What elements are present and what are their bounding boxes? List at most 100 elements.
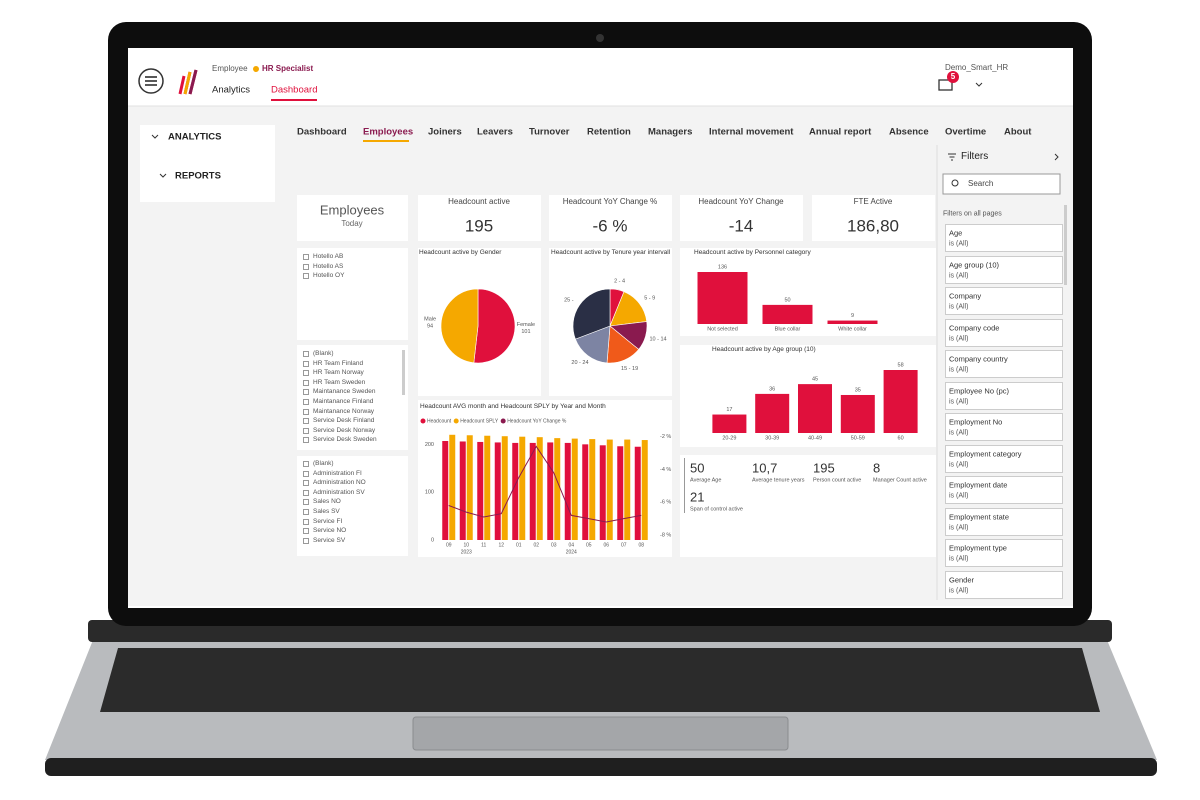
x-tick-label: Blue collar — [775, 326, 801, 332]
y2-tick-label: -6 % — [660, 500, 671, 506]
checkbox — [303, 370, 309, 377]
slicer-item[interactable]: Hotello AS — [313, 262, 344, 270]
bar — [617, 446, 624, 540]
slicer-item[interactable]: HR Team Finland — [313, 359, 364, 367]
checkbox — [303, 379, 309, 386]
scrollbar — [402, 350, 405, 395]
trackpad — [412, 716, 789, 751]
y2-tick-label: -8 % — [660, 533, 671, 539]
filter-name[interactable]: Gender — [949, 574, 975, 584]
nav-link[interactable]: Dashboard — [271, 84, 318, 96]
sidebar-item[interactable]: ANALYTICS — [168, 131, 222, 143]
user-name: Demo_Smart_HR — [945, 63, 1009, 72]
filter-name[interactable]: Company code — [949, 322, 1000, 332]
y-tick-label: 0 — [431, 537, 434, 543]
tab[interactable]: Annual report — [809, 126, 872, 138]
filter-name[interactable]: Employment type — [949, 543, 1007, 553]
slicer-item[interactable]: Service Desk Norway — [313, 426, 376, 434]
slicer-item[interactable]: Maintanance Finland — [313, 397, 374, 405]
slicer-item[interactable]: Hotello OY — [313, 271, 345, 279]
filter-name[interactable]: Employment state — [949, 511, 1010, 521]
filter-card — [945, 381, 1063, 410]
tab[interactable]: Absence — [889, 126, 929, 138]
stat-value: 21 — [690, 489, 705, 505]
slicer-item[interactable]: Service FI — [313, 517, 343, 525]
slicer — [297, 345, 408, 450]
tab[interactable]: Joiners — [428, 126, 462, 138]
bar — [840, 394, 875, 433]
slicer-item[interactable]: Hotello AB — [313, 252, 344, 260]
slicer-item[interactable]: (Blank) — [313, 349, 334, 357]
slicer-item[interactable]: HR Team Norway — [313, 368, 364, 376]
filter-name[interactable]: Company country — [949, 354, 1008, 364]
filter-name[interactable]: Company — [949, 291, 982, 301]
checkbox — [303, 437, 309, 444]
kpi-label: Headcount YoY Change — [698, 197, 784, 206]
tab[interactable]: Employees — [363, 126, 414, 138]
slicer-item[interactable]: Service NO — [313, 526, 347, 534]
checkbox — [303, 537, 309, 544]
checkbox — [303, 489, 309, 496]
tab[interactable]: Internal movement — [709, 126, 794, 138]
checkbox — [303, 518, 309, 525]
filter-state: is (All) — [949, 429, 969, 437]
stat-label: Person count active — [813, 477, 862, 484]
logo-stroke — [183, 71, 192, 95]
slicer-item[interactable]: Administration FI — [313, 469, 362, 477]
search-box[interactable] — [942, 173, 1061, 195]
sidebar-item[interactable]: REPORTS — [175, 170, 221, 182]
filter-name[interactable]: Age group (10) — [949, 259, 1000, 269]
year-label: 2024 — [566, 549, 577, 555]
slicer-item[interactable]: Service Desk Sweden — [313, 436, 377, 444]
bar — [501, 436, 508, 540]
checkbox — [303, 273, 309, 280]
filter-state: is (All) — [949, 366, 969, 374]
kpi-card — [418, 195, 541, 241]
filter-card — [945, 224, 1063, 252]
notification-count: 5 — [950, 72, 956, 81]
slicer-item[interactable]: Sales SV — [313, 507, 340, 515]
filter-name[interactable]: Age — [949, 228, 963, 238]
slicer-item[interactable]: Sales NO — [313, 498, 341, 506]
kpi-card — [812, 195, 935, 241]
tab[interactable]: Managers — [648, 126, 693, 138]
bar — [606, 439, 613, 540]
filter-name[interactable]: Employment date — [949, 480, 1008, 490]
slicer-item[interactable]: HR Team Sweden — [313, 378, 366, 386]
category-label: 15 - 19 — [621, 366, 638, 372]
slicer-item[interactable]: Maintanance Norway — [313, 407, 375, 415]
slicer-item[interactable]: Administration NO — [313, 478, 366, 486]
bar — [762, 304, 813, 324]
chart-title: Headcount active by Tenure year interval… — [551, 248, 671, 256]
slicer-item[interactable]: Maintanance Sweden — [313, 388, 376, 396]
inbox-icon[interactable] — [938, 79, 953, 91]
tab[interactable]: About — [1004, 126, 1032, 138]
filter-state: is (All) — [949, 555, 969, 563]
tab[interactable]: Leavers — [477, 126, 513, 138]
filter-name[interactable]: Employment category — [949, 448, 1022, 458]
stat-label: Average Age — [690, 477, 722, 484]
x-tick-label: White collar — [838, 326, 867, 332]
data-label: 36 — [769, 386, 775, 392]
filter-name[interactable]: Employment No — [949, 417, 1003, 427]
user-chevron[interactable] — [975, 82, 983, 87]
x-tick-label: 60 — [898, 435, 904, 441]
slicer-item[interactable]: Service SV — [313, 536, 346, 544]
filter-name[interactable]: Employee No (pc) — [949, 385, 1010, 395]
collapse-filters[interactable] — [1054, 153, 1059, 161]
tab[interactable]: Turnover — [529, 126, 570, 138]
bar — [477, 441, 484, 540]
filter-state: is (All) — [949, 492, 969, 500]
slicer-item[interactable]: Administration SV — [313, 488, 365, 496]
tab[interactable]: Dashboard — [297, 126, 347, 138]
data-label: 136 — [718, 264, 727, 270]
tab[interactable]: Retention — [587, 126, 631, 138]
filter-state: is (All) — [949, 524, 969, 531]
bar — [459, 441, 466, 540]
slicer-item[interactable]: (Blank) — [313, 459, 334, 467]
data-label: 94 — [427, 324, 433, 330]
tab[interactable]: Overtime — [945, 126, 987, 138]
slicer-item[interactable]: Service Desk Finland — [313, 416, 375, 424]
nav-link[interactable]: Analytics — [212, 84, 251, 96]
search-placeholder[interactable]: Search — [968, 179, 994, 188]
